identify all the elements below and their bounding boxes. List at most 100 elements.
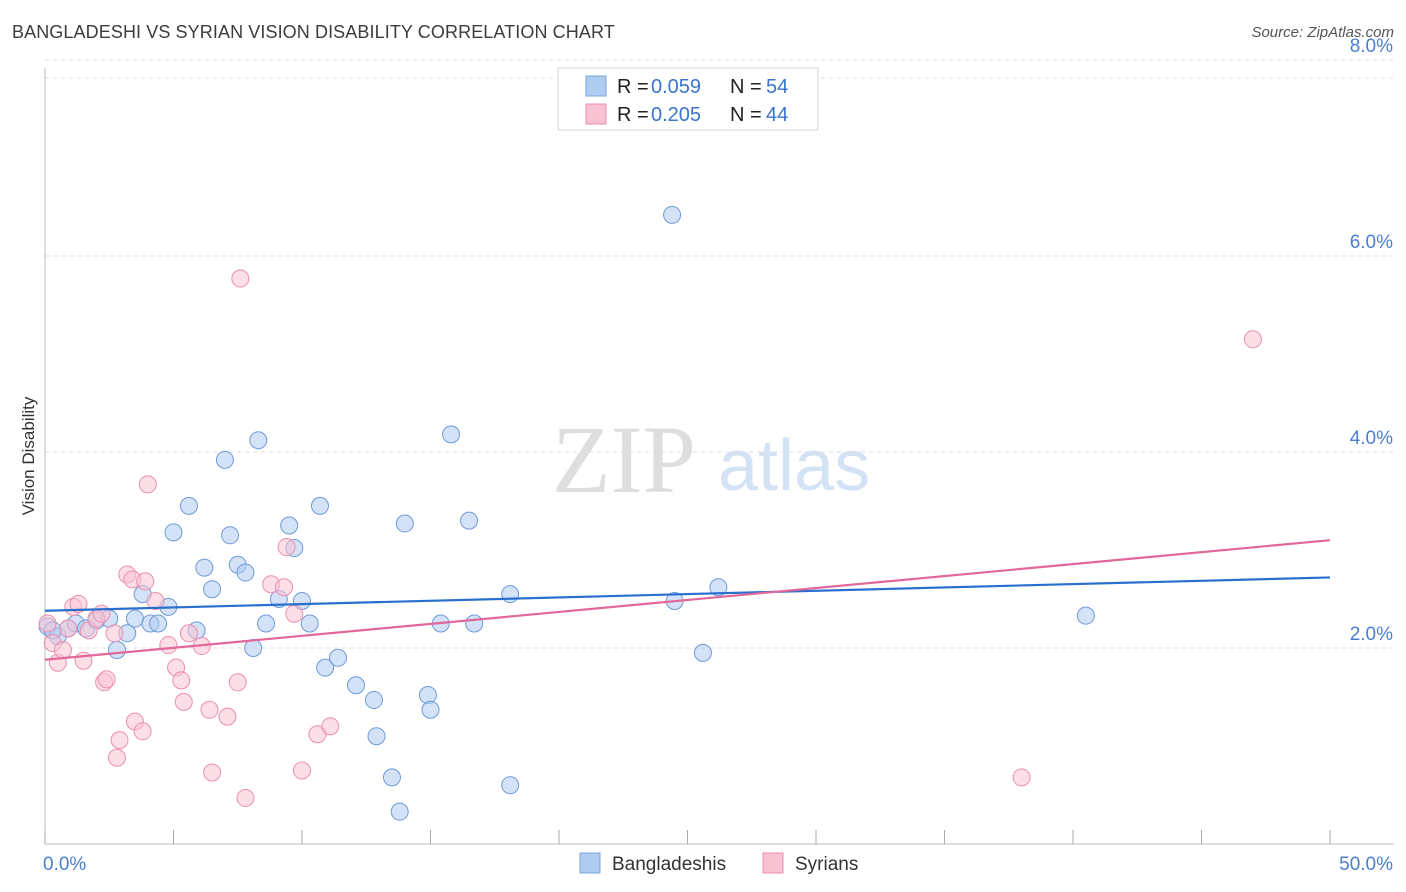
- data-point: [215, 450, 234, 469]
- data-point: [501, 776, 520, 795]
- trend-line-syrians: [44, 539, 1331, 661]
- data-point: [1243, 330, 1262, 349]
- data-point: [310, 496, 329, 515]
- x-tick-label: 0.0%: [43, 854, 86, 875]
- data-point: [38, 614, 57, 633]
- data-point: [179, 496, 198, 515]
- data-point: [249, 431, 268, 450]
- data-point: [382, 768, 401, 787]
- series-bangladeshis: [38, 205, 1095, 821]
- y-tick-label: 6.0%: [1350, 232, 1393, 253]
- y-tick-label: 8.0%: [1350, 36, 1393, 57]
- data-point: [164, 523, 183, 542]
- data-point: [228, 673, 247, 692]
- data-point: [200, 700, 219, 719]
- data-point: [257, 614, 276, 633]
- data-point: [133, 722, 152, 741]
- series-layer: [38, 205, 1262, 821]
- legend-n-label-1: N =: [730, 104, 762, 126]
- data-point: [1076, 606, 1095, 625]
- legend-r-label-0: R =: [617, 76, 649, 98]
- legend-n-value-1: 44: [766, 104, 788, 126]
- data-point: [280, 516, 299, 535]
- data-point: [277, 538, 296, 557]
- data-point: [300, 614, 319, 633]
- data-point: [421, 700, 440, 719]
- data-point: [390, 802, 409, 821]
- data-point: [203, 580, 222, 599]
- data-point: [172, 671, 191, 690]
- data-point: [236, 563, 255, 582]
- data-point: [125, 609, 144, 628]
- data-point: [442, 425, 461, 444]
- data-point: [244, 639, 263, 657]
- y-tick-label: 2.0%: [1350, 624, 1393, 645]
- data-point: [328, 648, 347, 667]
- trend-layer: [44, 539, 1331, 661]
- legend: R = 0.059 N = 54 R = 0.205 N = 44: [557, 67, 819, 131]
- data-point: [418, 686, 437, 705]
- data-point: [321, 717, 340, 736]
- data-point: [69, 594, 88, 613]
- data-point: [1012, 768, 1031, 787]
- data-point: [218, 707, 237, 726]
- data-point: [709, 578, 728, 597]
- data-point: [136, 572, 155, 591]
- data-point: [107, 640, 126, 659]
- y-tick-label: 4.0%: [1350, 428, 1393, 449]
- data-point: [460, 511, 479, 530]
- data-point: [97, 670, 116, 689]
- data-point: [465, 614, 484, 633]
- data-point: [364, 690, 383, 709]
- legend-swatch-syrians: [585, 103, 607, 125]
- watermark-atlas: atlas: [718, 426, 870, 506]
- data-point: [501, 585, 520, 604]
- bottom-legend: Bangladeshis Syrians: [579, 852, 858, 875]
- data-point: [663, 205, 682, 224]
- data-point: [221, 526, 240, 545]
- data-point: [693, 643, 712, 662]
- data-point: [146, 591, 165, 610]
- legend-r-value-1: 0.205: [651, 104, 701, 126]
- data-point: [346, 676, 365, 695]
- x-tick-label: 50.0%: [1339, 854, 1393, 875]
- data-point: [236, 788, 255, 807]
- data-point: [293, 761, 311, 780]
- data-point: [149, 614, 168, 633]
- data-point: [285, 604, 304, 623]
- chart-title: BANGLADESHI VS SYRIAN VISION DISABILITY …: [12, 22, 615, 42]
- data-point: [395, 514, 414, 533]
- legend-r-value-0: 0.059: [651, 76, 701, 98]
- legend-swatch-bangladeshis: [585, 75, 607, 97]
- data-point: [59, 619, 78, 638]
- data-point: [174, 692, 193, 711]
- data-point: [107, 748, 126, 767]
- data-point: [53, 640, 72, 659]
- legend-r-label-1: R =: [617, 104, 649, 126]
- watermark: ZIP atlas: [552, 406, 870, 513]
- data-point: [138, 475, 157, 494]
- grid: [45, 59, 1394, 649]
- legend-n-value-0: 54: [766, 76, 788, 98]
- bottom-legend-swatch-syrians: [762, 852, 784, 874]
- data-point: [159, 636, 178, 655]
- data-point: [92, 604, 111, 623]
- data-point: [275, 578, 294, 597]
- data-point: [195, 558, 214, 577]
- data-point: [316, 658, 335, 677]
- data-point: [231, 269, 250, 288]
- data-point: [203, 763, 222, 782]
- data-point: [110, 731, 129, 750]
- data-point: [367, 727, 386, 746]
- y-axis-title: Vision Disability: [19, 396, 38, 515]
- watermark-zip: ZIP: [552, 406, 696, 513]
- bottom-legend-swatch-bangladeshis: [579, 852, 601, 874]
- data-point: [179, 624, 198, 643]
- axes: 2.0% 4.0% 6.0% 8.0% 0.0% 50.0%: [43, 36, 1394, 875]
- bottom-legend-label-syrians: Syrians: [795, 854, 858, 875]
- legend-n-label-0: N =: [730, 76, 762, 98]
- data-point: [105, 624, 124, 643]
- bottom-legend-label-bangladeshis: Bangladeshis: [612, 854, 726, 875]
- source-label: Source: ZipAtlas.com: [1251, 24, 1394, 41]
